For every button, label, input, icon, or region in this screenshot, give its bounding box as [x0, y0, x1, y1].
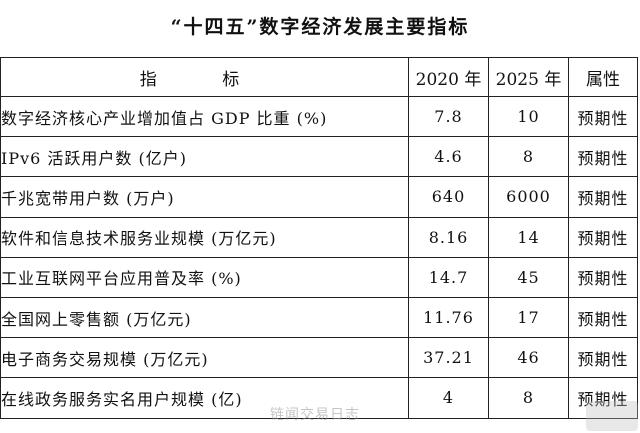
value-2025: 14: [488, 216, 569, 258]
attribute: 预期性: [568, 216, 638, 258]
header-2025: 2025 年: [488, 57, 569, 97]
value-2025: 46: [488, 337, 569, 379]
attribute: 预期性: [568, 136, 638, 178]
attribute: 预期性: [568, 95, 638, 138]
value-2020: 640: [408, 176, 489, 218]
value-2025: 8: [488, 136, 569, 178]
attribute: 预期性: [568, 337, 638, 379]
value-2025: 8: [488, 377, 569, 419]
table-row: 电子商务交易规模 (万亿元) 37.21 46 预期性: [0, 337, 638, 379]
value-2020: 37.21: [408, 337, 489, 379]
indicator-name: IPv6 活跃用户数 (亿户): [0, 136, 409, 178]
table-row: 千兆宽带用户数 (万户) 640 6000 预期性: [0, 176, 638, 218]
table-row: 数字经济核心产业增加值占 GDP 比重 (%) 7.8 10 预期性: [0, 95, 638, 138]
indicator-name: 软件和信息技术服务业规模 (万亿元): [0, 216, 409, 258]
value-2025: 6000: [488, 176, 569, 218]
table-row: 软件和信息技术服务业规模 (万亿元) 8.16 14 预期性: [0, 216, 638, 258]
value-2025: 10: [488, 95, 569, 138]
indicator-name: 数字经济核心产业增加值占 GDP 比重 (%): [0, 95, 409, 138]
header-2020: 2020 年: [408, 57, 489, 97]
attribute: 预期性: [568, 256, 638, 298]
page-title: “十四五”数字经济发展主要指标: [170, 16, 470, 38]
value-2020: 11.76: [408, 296, 489, 339]
header-attribute: 属性: [568, 57, 638, 97]
attribute: 预期性: [568, 176, 638, 218]
table-row: 工业互联网平台应用普及率 (%) 14.7 45 预期性: [0, 256, 638, 298]
value-2025: 45: [488, 256, 569, 298]
table-row: IPv6 活跃用户数 (亿户) 4.6 8 预期性: [0, 136, 638, 178]
indicator-name: 工业互联网平台应用普及率 (%): [0, 256, 409, 298]
value-2020: 4.6: [408, 136, 489, 178]
indicator-name: 全国网上零售额 (万亿元): [0, 296, 409, 339]
watermark-logo: [586, 401, 638, 431]
watermark-text: 链闻交易日志: [270, 407, 360, 423]
value-2020: 8.16: [408, 216, 489, 258]
value-2020: 4: [408, 377, 489, 419]
indicators-table: 指 标 2020 年 2025 年 属性 数字经济核心产业增加值占 GDP 比重…: [0, 57, 638, 419]
attribute: 预期性: [568, 377, 638, 419]
indicator-name: 千兆宽带用户数 (万户): [0, 176, 409, 218]
table-header-row: 指 标 2020 年 2025 年 属性: [0, 57, 638, 97]
value-2020: 14.7: [408, 256, 489, 298]
value-2025: 17: [488, 296, 569, 339]
table-row: 在线政务服务实名用户规模 (亿) 4 8 预期性: [0, 377, 638, 419]
value-2020: 7.8: [408, 95, 489, 138]
attribute: 预期性: [568, 296, 638, 339]
table-row: 全国网上零售额 (万亿元) 11.76 17 预期性: [0, 296, 638, 339]
indicator-name: 在线政务服务实名用户规模 (亿): [0, 377, 409, 419]
indicator-name: 电子商务交易规模 (万亿元): [0, 337, 409, 379]
header-indicator: 指 标: [0, 57, 409, 97]
